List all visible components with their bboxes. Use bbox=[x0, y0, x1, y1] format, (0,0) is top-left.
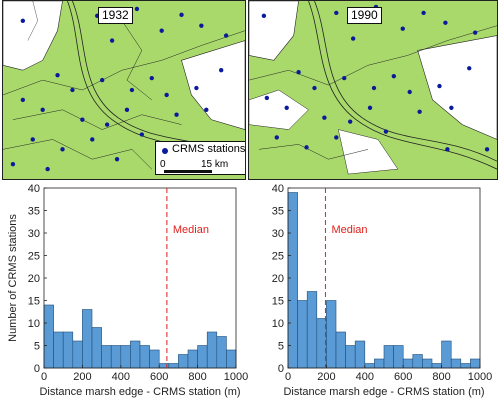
y-tick-label: 20 bbox=[272, 273, 284, 285]
histogram-bar bbox=[393, 345, 404, 369]
x-tick-label: 800 bbox=[188, 371, 206, 383]
y-tick-label: 5 bbox=[34, 341, 40, 353]
histogram-bar bbox=[306, 291, 318, 369]
map-1990: 1990 bbox=[248, 0, 498, 180]
year-label-1932: 1932 bbox=[98, 7, 133, 24]
y-tick-label: 15 bbox=[28, 296, 40, 308]
histogram-bar bbox=[422, 358, 433, 369]
histogram-bar bbox=[101, 345, 112, 369]
scale-km-label: 15 km bbox=[201, 159, 229, 170]
x-tick-label: 600 bbox=[150, 371, 168, 383]
histogram-bar bbox=[72, 340, 83, 369]
x-tick-label: 800 bbox=[432, 371, 450, 383]
year-label-1990: 1990 bbox=[347, 7, 382, 24]
histogram-bar bbox=[206, 331, 218, 369]
histogram-bar bbox=[43, 304, 54, 369]
histogram-bar bbox=[178, 354, 189, 369]
histogram-bar bbox=[374, 358, 385, 369]
y-axis-label: Number of CRMS stations bbox=[7, 214, 19, 342]
y-tick-label: 10 bbox=[28, 318, 40, 330]
map-1990-landscape bbox=[249, 1, 497, 175]
x-tick-label: 1000 bbox=[468, 371, 492, 383]
x-tick-label: 200 bbox=[317, 371, 335, 383]
histogram-bar bbox=[110, 345, 122, 369]
scale-zero-label: 0 bbox=[160, 159, 166, 170]
histogram-bar bbox=[91, 327, 102, 369]
histogram-bar bbox=[197, 345, 208, 369]
y-tick-label: 35 bbox=[272, 206, 284, 218]
map-1932-landscape bbox=[3, 1, 245, 172]
histogram-bar bbox=[431, 363, 442, 369]
histogram-bar bbox=[53, 331, 64, 369]
y-tick-label: 20 bbox=[28, 273, 40, 285]
histogram-bar bbox=[450, 358, 462, 369]
histogram-bar bbox=[364, 363, 375, 369]
x-tick-label: 200 bbox=[73, 371, 91, 383]
station-marker-icon bbox=[162, 148, 168, 154]
histogram-bar bbox=[354, 340, 366, 369]
histogram-bar bbox=[297, 300, 308, 369]
median-label: Median bbox=[173, 224, 209, 236]
x-tick-label: 400 bbox=[112, 371, 130, 383]
x-axis-label: Distance marsh edge - CRMS station (m) bbox=[283, 386, 484, 398]
histogram-bar bbox=[82, 309, 93, 369]
histogram-bar bbox=[441, 340, 452, 369]
y-tick-label: 10 bbox=[272, 318, 284, 330]
y-tick-label: 0 bbox=[34, 363, 40, 375]
histogram-bar bbox=[120, 345, 131, 369]
histogram-bar bbox=[130, 340, 141, 369]
x-tick-label: 0 bbox=[285, 371, 291, 383]
histogram-bar bbox=[139, 345, 150, 369]
y-tick-label: 30 bbox=[28, 228, 40, 240]
histogram-bar bbox=[470, 358, 481, 369]
histogram-bar bbox=[62, 331, 74, 369]
histogram-bar bbox=[326, 300, 337, 369]
histogram-bar bbox=[383, 345, 394, 369]
histogram-bar bbox=[168, 363, 179, 369]
y-tick-label: 5 bbox=[278, 341, 284, 353]
y-tick-label: 35 bbox=[28, 206, 40, 218]
histogram-bar bbox=[226, 349, 237, 369]
histogram-bar bbox=[345, 345, 356, 369]
y-tick-label: 40 bbox=[272, 183, 284, 195]
map-1932: 1932 CRMS stations 0 15 km bbox=[2, 0, 246, 180]
histogram-bar bbox=[216, 336, 227, 369]
map-legend: CRMS stations 0 15 km bbox=[155, 141, 246, 175]
histogram-bar bbox=[412, 354, 423, 369]
histogram-bar bbox=[335, 331, 346, 369]
y-tick-label: 0 bbox=[278, 363, 284, 375]
y-tick-label: 30 bbox=[272, 228, 284, 240]
histogram-bar bbox=[187, 349, 198, 369]
scale-bar bbox=[164, 170, 212, 173]
x-tick-label: 600 bbox=[394, 371, 412, 383]
median-label: Median bbox=[331, 224, 367, 236]
histogram-bar bbox=[460, 363, 471, 369]
histogram-bar bbox=[149, 349, 160, 369]
y-tick-label: 25 bbox=[272, 251, 284, 263]
legend-label: CRMS stations bbox=[172, 143, 246, 155]
histogram-bar bbox=[402, 358, 414, 369]
x-tick-label: 1000 bbox=[224, 371, 248, 383]
y-tick-label: 15 bbox=[272, 296, 284, 308]
y-tick-label: 25 bbox=[28, 251, 40, 263]
x-tick-label: 400 bbox=[356, 371, 374, 383]
x-axis-label: Distance marsh edge - CRMS station (m) bbox=[39, 386, 240, 398]
histogram-bar bbox=[287, 192, 298, 369]
x-tick-label: 0 bbox=[41, 371, 47, 383]
y-tick-label: 40 bbox=[28, 183, 40, 195]
